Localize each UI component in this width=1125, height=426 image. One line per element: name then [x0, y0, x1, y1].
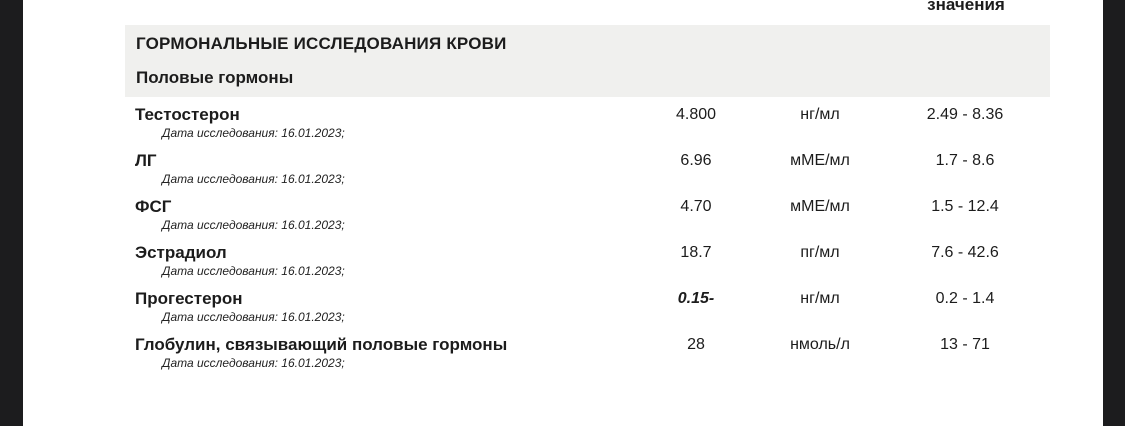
- test-unit: пг/мл: [800, 244, 840, 261]
- test-unit: нг/мл: [800, 106, 840, 123]
- test-name: Тестостерон: [135, 105, 240, 124]
- lab-result-row: ЛГ 6.96 мМЕ/мл 1.7 - 8.6 Дата исследован…: [125, 151, 1050, 186]
- test-value: 4.70: [680, 198, 712, 215]
- test-name: Эстрадиол: [135, 243, 227, 262]
- reference-values-column-header: значения: [927, 0, 1005, 14]
- reference-range: 0.2 - 1.4: [935, 290, 995, 307]
- reference-range: 1.5 - 12.4: [931, 198, 999, 215]
- test-date: Дата исследования: 16.01.2023;: [162, 126, 345, 140]
- lab-result-main-line: Тестостерон 4.800 нг/мл 2.49 - 8.36: [135, 105, 1050, 125]
- lab-report-page: значения ГОРМОНАЛЬНЫЕ ИССЛЕДОВАНИЯ КРОВИ…: [23, 0, 1103, 426]
- reference-range: 7.6 - 42.6: [931, 244, 999, 261]
- test-unit: нмоль/л: [790, 336, 850, 353]
- test-value: 28: [687, 336, 705, 353]
- section-header-band: ГОРМОНАЛЬНЫЕ ИССЛЕДОВАНИЯ КРОВИ Половые …: [125, 25, 1050, 97]
- section-title: ГОРМОНАЛЬНЫЕ ИССЛЕДОВАНИЯ КРОВИ: [136, 34, 507, 53]
- subsection-title: Половые гормоны: [136, 68, 294, 87]
- lab-result-row: ФСГ 4.70 мМЕ/мл 1.5 - 12.4 Дата исследов…: [125, 197, 1050, 232]
- test-unit: нг/мл: [800, 290, 840, 307]
- test-unit: мМЕ/мл: [790, 198, 850, 215]
- test-name: Прогестерон: [135, 289, 243, 308]
- test-date: Дата исследования: 16.01.2023;: [162, 218, 345, 232]
- lab-result-row: Прогестерон 0.15- нг/мл 0.2 - 1.4 Дата и…: [125, 289, 1050, 324]
- reference-range: 2.49 - 8.36: [926, 106, 1004, 123]
- lab-result-row: Глобулин, связывающий половые гормоны 28…: [125, 335, 1050, 370]
- test-date: Дата исследования: 16.01.2023;: [162, 310, 345, 324]
- test-unit: мМЕ/мл: [790, 152, 850, 169]
- test-value: 6.96: [680, 152, 712, 169]
- lab-result-main-line: Прогестерон 0.15- нг/мл 0.2 - 1.4: [135, 289, 1050, 309]
- lab-result-row: Эстрадиол 18.7 пг/мл 7.6 - 42.6 Дата исс…: [125, 243, 1050, 278]
- lab-results-table: Тестостерон 4.800 нг/мл 2.49 - 8.36 Дата…: [125, 97, 1050, 381]
- test-value: 18.7: [680, 244, 712, 261]
- test-value: 4.800: [675, 106, 717, 123]
- test-name: ЛГ: [135, 151, 157, 170]
- test-value: 0.15-: [677, 290, 715, 307]
- reference-range: 1.7 - 8.6: [935, 152, 995, 169]
- lab-result-main-line: ЛГ 6.96 мМЕ/мл 1.7 - 8.6: [135, 151, 1050, 171]
- test-date: Дата исследования: 16.01.2023;: [162, 172, 345, 186]
- test-name: ФСГ: [135, 197, 172, 216]
- lab-result-main-line: Эстрадиол 18.7 пг/мл 7.6 - 42.6: [135, 243, 1050, 263]
- test-date: Дата исследования: 16.01.2023;: [162, 356, 345, 370]
- test-date: Дата исследования: 16.01.2023;: [162, 264, 345, 278]
- lab-result-row: Тестостерон 4.800 нг/мл 2.49 - 8.36 Дата…: [125, 105, 1050, 140]
- reference-range: 13 - 71: [940, 336, 990, 353]
- lab-result-main-line: Глобулин, связывающий половые гормоны 28…: [135, 335, 1050, 355]
- lab-result-main-line: ФСГ 4.70 мМЕ/мл 1.5 - 12.4: [135, 197, 1050, 217]
- test-name: Глобулин, связывающий половые гормоны: [135, 335, 508, 354]
